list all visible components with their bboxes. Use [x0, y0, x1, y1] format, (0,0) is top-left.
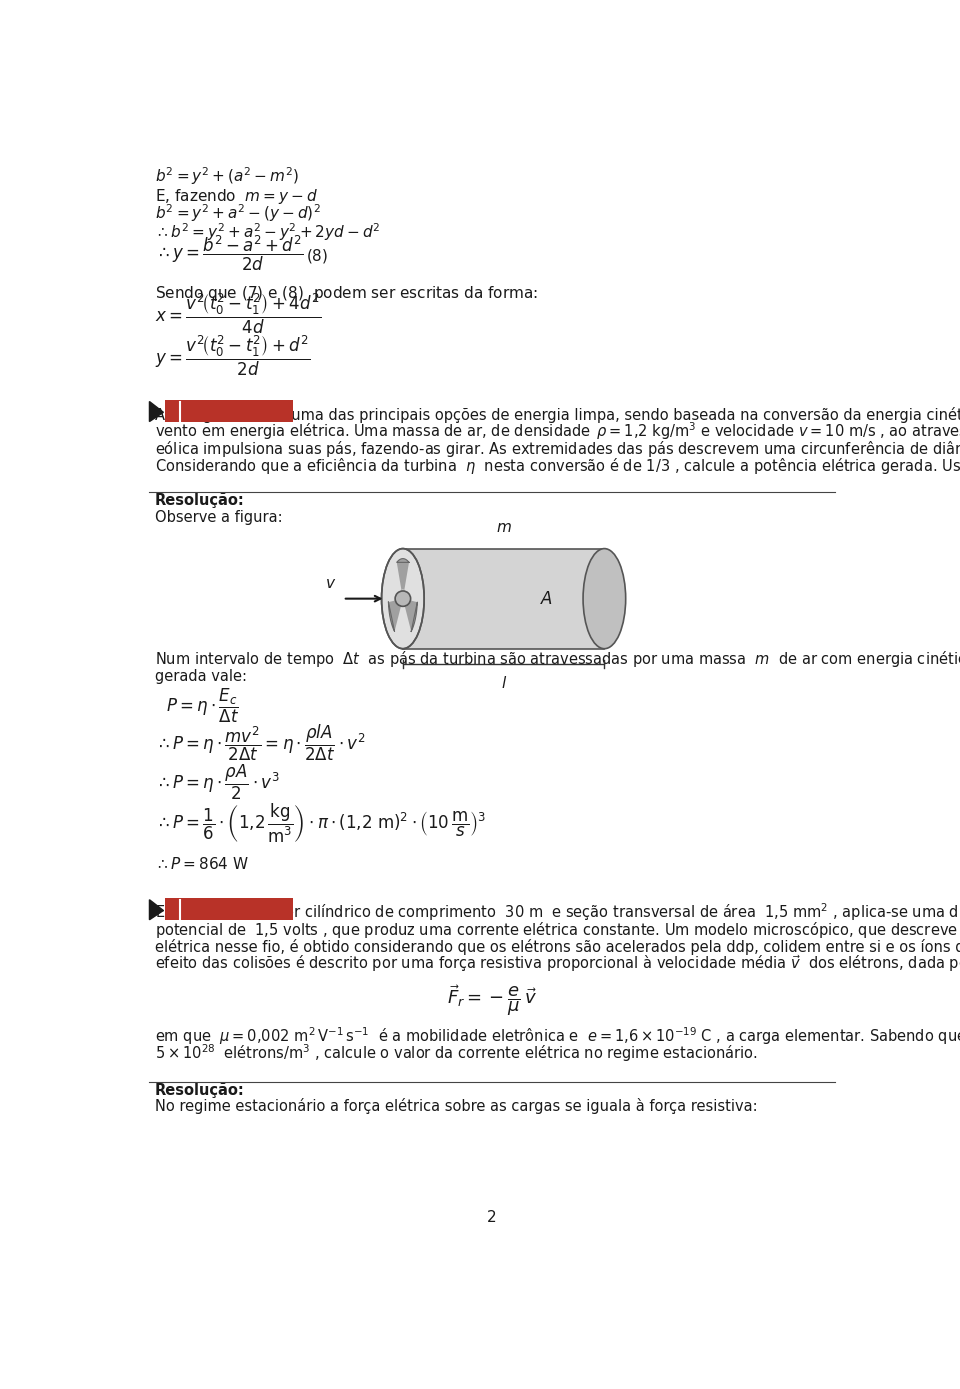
Text: Sendo que $(7)$ e $(8)$  podem ser escritas da forma:: Sendo que $(7)$ e $(8)$ podem ser escrit…	[155, 283, 538, 303]
Text: elétrica nesse fio, é obtido considerando que os elétrons são acelerados pela dd: elétrica nesse fio, é obtido considerand…	[155, 939, 960, 956]
Text: eólica impulsiona suas pás, fazendo-as girar. As extremidades das pás descrevem : eólica impulsiona suas pás, fazendo-as g…	[155, 439, 960, 458]
Text: $P = \eta \cdot \dfrac{E_c}{\Delta t}$: $P = \eta \cdot \dfrac{E_c}{\Delta t}$	[166, 686, 240, 725]
Polygon shape	[389, 600, 401, 632]
Text: $l$: $l$	[500, 675, 507, 690]
Text: $b^2 = y^2 + \left(a^2 - m^2\right)$: $b^2 = y^2 + \left(a^2 - m^2\right)$	[155, 165, 299, 188]
Ellipse shape	[583, 549, 626, 649]
Text: Resolução:: Resolução:	[155, 493, 245, 508]
Text: efeito das colisões é descrito por uma força resistiva proporcional à velocidade: efeito das colisões é descrito por uma f…	[155, 953, 960, 974]
Text: No regime estacionário a força elétrica sobre as cargas se iguala à força resist: No regime estacionário a força elétrica …	[155, 1099, 757, 1114]
Text: $y = \dfrac{v^2\!\left(t_0^2 - t_1^2\right) + d^2}{2d}$: $y = \dfrac{v^2\!\left(t_0^2 - t_1^2\rig…	[155, 333, 310, 378]
Text: gerada vale:: gerada vale:	[155, 669, 247, 683]
Polygon shape	[150, 401, 163, 421]
Text: $\therefore P = \eta \cdot \dfrac{\rho A}{2} \cdot v^3$: $\therefore P = \eta \cdot \dfrac{\rho A…	[155, 763, 279, 801]
Ellipse shape	[381, 549, 424, 649]
Text: Num intervalo de tempo  $\Delta t$  as pás da turbina são atravessadas por uma m: Num intervalo de tempo $\Delta t$ as pás…	[155, 649, 960, 669]
Text: Questão 03: Questão 03	[184, 883, 282, 899]
Bar	[403, 549, 605, 649]
Text: $v$: $v$	[325, 576, 337, 590]
Bar	[165, 400, 293, 421]
Text: A energia eólica é uma das principais opções de energia limpa, sendo baseada na : A energia eólica é uma das principais op…	[155, 407, 960, 424]
Text: potencial de  $1{,}5\ \mathrm{volts}$ , que produz uma corrente elétrica constan: potencial de $1{,}5\ \mathrm{volts}$ , q…	[155, 920, 960, 940]
Text: $\therefore P = \eta \cdot \dfrac{mv^2}{2\Delta t} = \eta \cdot \dfrac{\rho l A}: $\therefore P = \eta \cdot \dfrac{mv^2}{…	[155, 722, 366, 763]
Text: $x = \dfrac{v^2\!\left(t_0^2 - t_1^2\right) + 4d^2}{4d}$: $x = \dfrac{v^2\!\left(t_0^2 - t_1^2\rig…	[155, 292, 321, 336]
Text: $\therefore P = \dfrac{1}{6} \cdot \left(1{,}2\,\dfrac{\mathrm{kg}}{\mathrm{m}^3: $\therefore P = \dfrac{1}{6} \cdot \left…	[155, 801, 486, 845]
Text: Observe a figura:: Observe a figura:	[155, 510, 282, 525]
Text: E, fazendo  $m = y - d$: E, fazendo $m = y - d$	[155, 186, 318, 206]
Text: vento em energia elétrica. Uma massa de ar, de densidade $\,\rho = 1{,}2\ \mathr: vento em energia elétrica. Uma massa de …	[155, 421, 960, 442]
Circle shape	[396, 590, 411, 607]
Polygon shape	[405, 600, 418, 632]
Polygon shape	[150, 900, 163, 920]
Text: $5\times10^{28}$  elétrons/m$^3$ , calcule o valor da corrente elétrica no regim: $5\times10^{28}$ elétrons/m$^3$ , calcul…	[155, 1042, 757, 1064]
Text: Questão 02: Questão 02	[184, 385, 282, 400]
Text: $(8)$: $(8)$	[306, 247, 328, 265]
Text: Em um fio condutor cilíndrico de comprimento  $30\ \mathrm{m}$  e seção transver: Em um fio condutor cilíndrico de comprim…	[155, 901, 960, 924]
Text: $\therefore b^2 = y^2 + a^2 - y^2 + 2yd - d^2$: $\therefore b^2 = y^2 + a^2 - y^2 + 2yd …	[155, 221, 380, 243]
Text: $m$: $m$	[495, 519, 512, 535]
Text: Considerando que a eficiência da turbina  $\eta$  nesta conversão é de $1/3$ , c: Considerando que a eficiência da turbina…	[155, 456, 960, 476]
Text: Resolução:: Resolução:	[155, 1082, 245, 1097]
Polygon shape	[396, 558, 409, 590]
Text: $A$: $A$	[540, 590, 553, 607]
Text: $\therefore P = 864\ \mathrm{W}$: $\therefore P = 864\ \mathrm{W}$	[155, 856, 249, 872]
Bar	[165, 899, 293, 920]
Text: $b^2 = y^2 + a^2 - \left(y - d\right)^2$: $b^2 = y^2 + a^2 - \left(y - d\right)^2$	[155, 203, 321, 224]
Text: 2: 2	[487, 1210, 497, 1225]
Text: em que  $\mu = 0{,}002\ \mathrm{m^2\,V^{-1}\,s^{-1}}$  é a mobilidade eletrônica: em que $\mu = 0{,}002\ \mathrm{m^2\,V^{-…	[155, 1025, 960, 1047]
Text: $\vec{F}_r = -\dfrac{e}{\mu}\,\vec{v}$: $\vec{F}_r = -\dfrac{e}{\mu}\,\vec{v}$	[447, 983, 537, 1018]
Text: $\therefore y = \dfrac{b^2 - a^2 + d^2}{2d}$: $\therefore y = \dfrac{b^2 - a^2 + d^2}{…	[155, 233, 303, 272]
